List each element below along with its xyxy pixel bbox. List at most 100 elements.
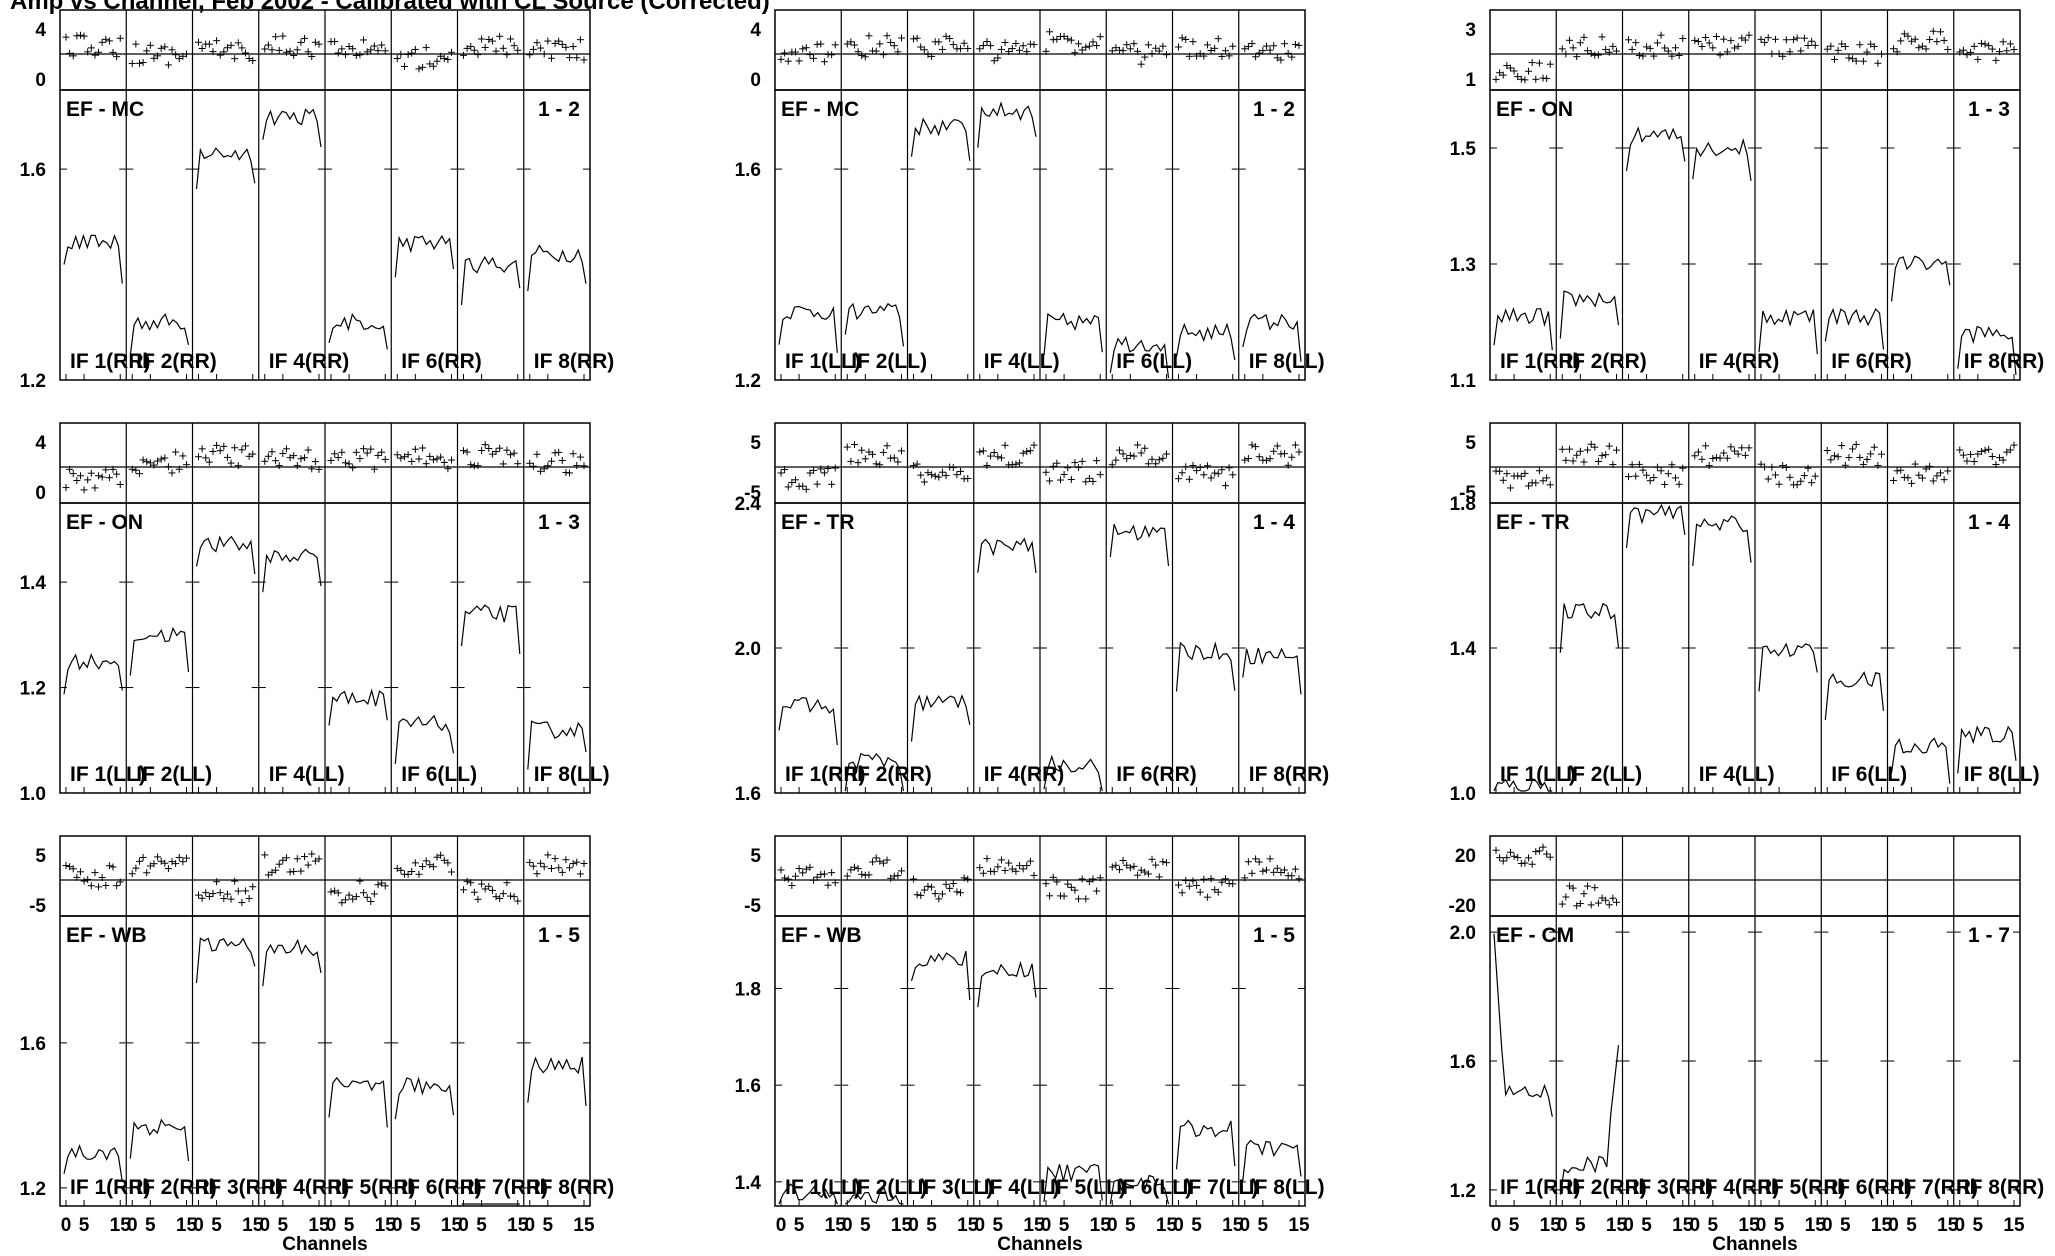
- phase-point: [1130, 40, 1137, 47]
- phase-point: [136, 858, 143, 865]
- phase-point: [147, 42, 154, 49]
- phase-point: [876, 858, 883, 865]
- phase-point: [810, 55, 817, 62]
- if-label: IF 6(LL): [1116, 350, 1192, 373]
- phase-point: [1175, 882, 1182, 889]
- antenna-label: EF - ON: [66, 511, 143, 534]
- amp-series-line: [779, 698, 837, 746]
- phase-point: [803, 486, 810, 493]
- amp-series-line: [64, 655, 122, 695]
- baseline-label: 1 - 3: [1968, 98, 2010, 121]
- amp-series-line: [197, 148, 255, 189]
- phase-point: [471, 889, 478, 896]
- amp-tick-label: 1.4: [1450, 639, 1477, 660]
- phase-point: [533, 39, 540, 46]
- phase-point: [140, 59, 147, 66]
- phase-point: [1577, 39, 1584, 46]
- phase-point: [1493, 847, 1500, 854]
- phase-point: [195, 892, 202, 899]
- phase-point: [500, 890, 507, 897]
- x-tick-label: 5: [1641, 1215, 1652, 1236]
- phase-point: [305, 862, 312, 869]
- phase-point: [1706, 40, 1713, 47]
- phase-point: [810, 877, 817, 884]
- phase-point: [1020, 865, 1027, 872]
- phase-point: [231, 444, 238, 451]
- phase-point: [1259, 868, 1266, 875]
- phase-point: [1116, 447, 1123, 454]
- phase-point: [873, 854, 880, 861]
- phase-point: [1082, 478, 1089, 485]
- phase-point: [1229, 880, 1236, 887]
- phase-point: [305, 447, 312, 454]
- x-tick-label: 5: [860, 1215, 871, 1236]
- phase-point: [1016, 459, 1023, 466]
- phase-point: [312, 39, 319, 46]
- phase-point: [1643, 472, 1650, 479]
- baseline-panel: 401.61.2EF - MC 1 - 2IF 1(LL)IF 2(LL) IF 4…: [735, 10, 1325, 392]
- phase-point: [821, 58, 828, 65]
- phase-tick-label: 5: [750, 846, 761, 867]
- phase-point: [1175, 475, 1182, 482]
- phase-point: [573, 462, 580, 469]
- amp-series-line: [912, 951, 970, 1000]
- x-tick-label: 5: [211, 1215, 222, 1236]
- phase-point: [496, 895, 503, 902]
- if-label: IF 6(RR): [1831, 350, 1912, 373]
- phase-point: [1824, 447, 1831, 454]
- phase-point: [394, 865, 401, 872]
- phase-point: [514, 47, 521, 54]
- amp-series-line: [395, 236, 453, 277]
- phase-point: [1695, 38, 1702, 45]
- phase-point: [1842, 462, 1849, 469]
- phase-point: [1720, 449, 1727, 456]
- phase-point: [1097, 471, 1104, 478]
- phase-point: [1894, 467, 1901, 474]
- phase-point: [371, 890, 378, 897]
- phase-point: [183, 855, 190, 862]
- phase-point: [276, 462, 283, 469]
- if-label: IF 2(LL): [851, 350, 927, 373]
- amp-series-line: [1892, 256, 1950, 301]
- x-tick-label: 15: [1288, 1215, 1310, 1236]
- phase-point: [1493, 76, 1500, 83]
- phase-point: [397, 867, 404, 874]
- phase-point: [1776, 481, 1783, 488]
- phase-point: [1112, 457, 1119, 464]
- phase-point: [1835, 47, 1842, 54]
- phase-point: [213, 37, 220, 44]
- phase-point: [1758, 36, 1765, 43]
- phase-point: [1609, 895, 1616, 902]
- phase-point: [533, 451, 540, 458]
- x-tick-label: 5: [1258, 1215, 1269, 1236]
- phase-point: [884, 857, 891, 864]
- phase-point: [1960, 47, 1967, 54]
- if-label: IF 8(RR): [1964, 1176, 2045, 1199]
- phase-point: [1145, 41, 1152, 48]
- phase-point: [338, 449, 345, 456]
- x-tick-label: 15: [2003, 1215, 2025, 1236]
- amp-series-line: [1243, 1141, 1301, 1181]
- phase-point: [1211, 470, 1218, 477]
- phase-point: [213, 442, 220, 449]
- phase-point: [914, 891, 921, 898]
- phase-point: [1713, 454, 1720, 461]
- x-tick-label: 5: [79, 1215, 90, 1236]
- phase-point: [283, 49, 290, 56]
- amp-series-line: [1560, 1045, 1618, 1195]
- phase-point: [437, 454, 444, 461]
- phase-point: [77, 868, 84, 875]
- phase-point: [1256, 453, 1263, 460]
- phase-point: [199, 45, 206, 52]
- phase-point: [276, 861, 283, 868]
- phase-point: [1547, 61, 1554, 68]
- if-label: IF 6(LL): [1831, 763, 1907, 786]
- phase-point: [485, 36, 492, 43]
- phase-point: [375, 452, 382, 459]
- phase-point: [297, 39, 304, 46]
- phase-point: [199, 895, 206, 902]
- amp-tick-label: 1.3: [1450, 255, 1476, 276]
- phase-point: [1521, 860, 1528, 867]
- baseline-panel: 311.51.31.1EF - ON 1 - 3IF 1(RR)IF 2(RR) I…: [1450, 10, 2045, 392]
